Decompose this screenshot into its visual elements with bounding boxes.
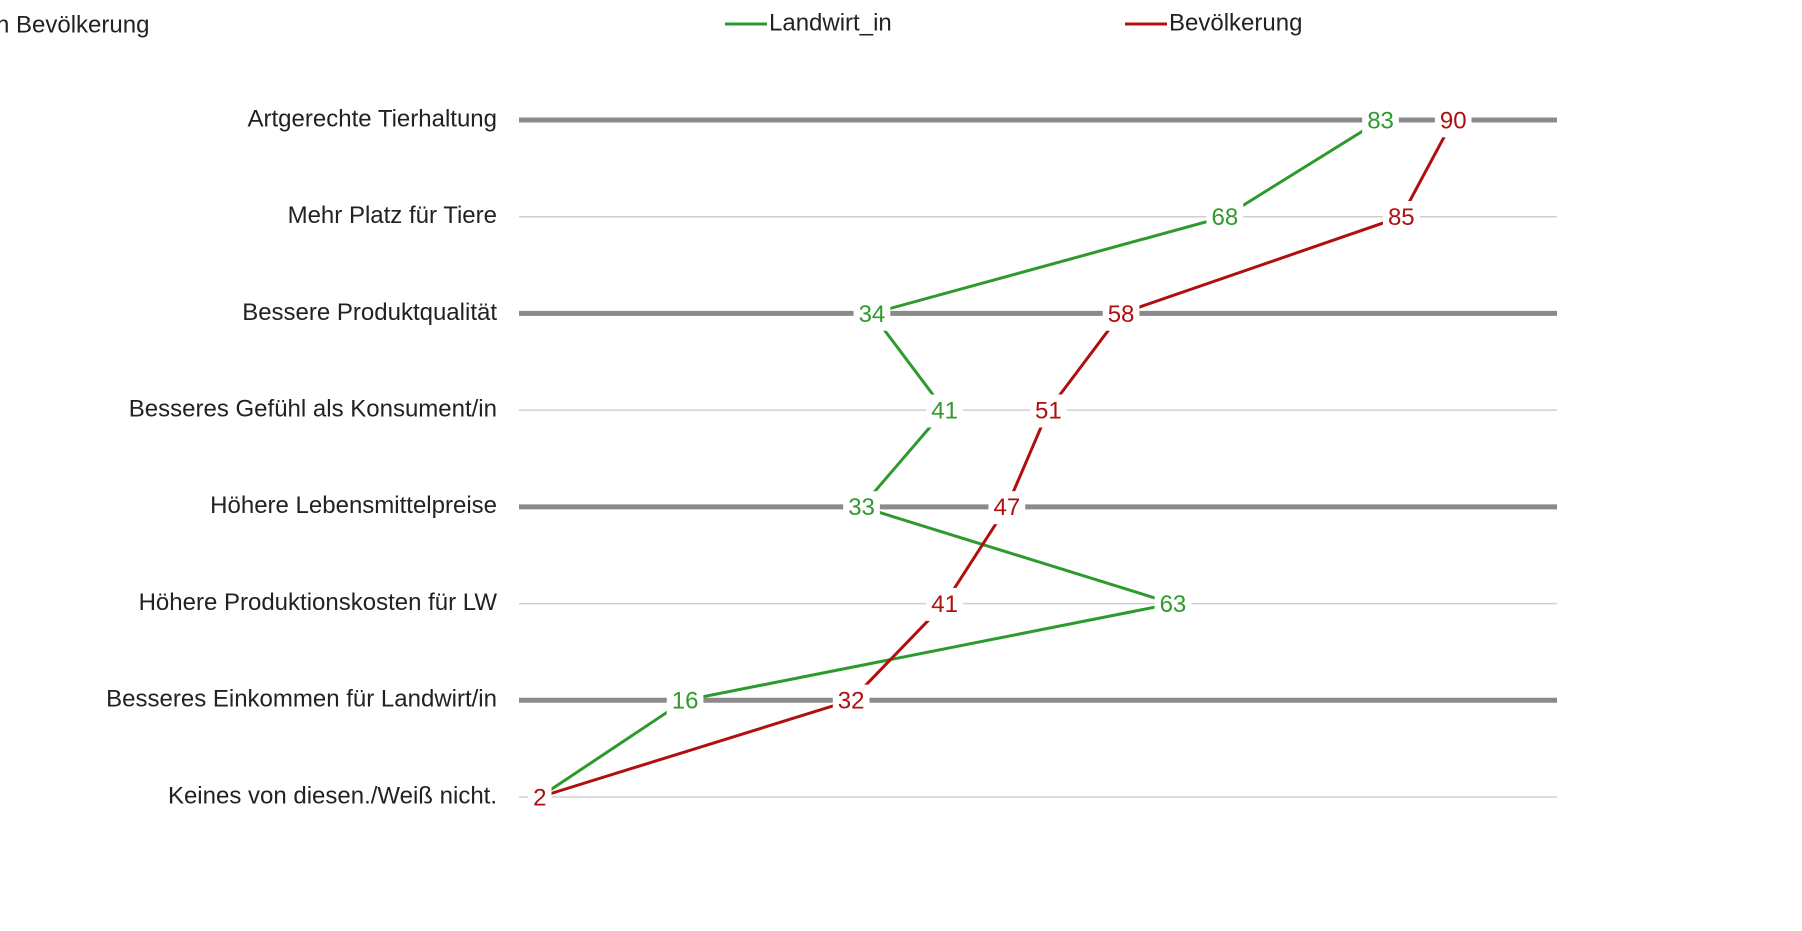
data-label-group: 83 — [1362, 104, 1399, 138]
data-label-group: 41 — [926, 587, 963, 621]
data-label: 33 — [848, 494, 875, 521]
data-label-bg — [832, 684, 870, 718]
data-label-bg — [1030, 394, 1067, 428]
data-label-bg — [843, 491, 880, 525]
data-label-bg — [1206, 201, 1244, 235]
data-label: 90 — [1440, 107, 1467, 134]
category-label: Höhere Lebensmittelpreise — [210, 492, 497, 519]
data-label-bg — [1102, 297, 1140, 331]
data-label-bg — [528, 781, 552, 815]
series-line — [538, 118, 1382, 799]
category-label: Besseres Gefühl als Konsument/in — [129, 395, 497, 422]
data-label: 41 — [931, 591, 958, 618]
data-label: 68 — [1211, 204, 1238, 231]
data-label-bg — [988, 491, 1026, 525]
legend-label: Landwirt_in — [769, 9, 892, 36]
data-label: 34 — [859, 301, 886, 328]
data-label-group: 68 — [1206, 201, 1244, 235]
data-label: 2 — [533, 784, 546, 811]
data-label-bg — [1382, 201, 1420, 235]
data-label-group: 51 — [1030, 394, 1067, 428]
data-label-group: 41 — [926, 394, 963, 428]
data-label: 83 — [1367, 107, 1394, 134]
data-label: 58 — [1108, 301, 1135, 328]
data-label-group: 63 — [1154, 587, 1192, 621]
data-label: 85 — [1388, 204, 1415, 231]
data-label-group: 47 — [988, 491, 1026, 525]
data-label-bg — [926, 394, 963, 428]
category-label: Besseres Einkommen für Landwirt/in — [106, 686, 497, 713]
chart-title: n Bevölkerung — [0, 11, 149, 38]
data-label-group: 58 — [1102, 297, 1140, 331]
data-label-group: 16 — [666, 684, 704, 718]
data-label: 41 — [931, 397, 958, 424]
data-label-bg — [666, 684, 704, 718]
data-label-bg — [853, 297, 891, 331]
data-label-bg — [926, 587, 963, 621]
category-label: Keines von diesen./Weiß nicht. — [168, 782, 497, 809]
legend-label: Bevölkerung — [1169, 9, 1302, 36]
category-label: Höhere Produktionskosten für LW — [139, 589, 498, 616]
data-label: 63 — [1160, 591, 1187, 618]
data-label-group: 34 — [853, 297, 891, 331]
category-label: Mehr Platz für Tiere — [288, 202, 497, 229]
data-label: 32 — [838, 688, 865, 715]
data-label: 51 — [1035, 397, 1062, 424]
category-label: Bessere Produktqualität — [242, 299, 497, 326]
data-label-bg — [1434, 104, 1472, 138]
data-label: 16 — [672, 688, 699, 715]
data-label-group: 33 — [843, 491, 880, 525]
category-label: Artgerechte Tierhaltung — [248, 105, 497, 132]
data-label-bg — [1154, 587, 1192, 621]
series-line — [539, 119, 1455, 799]
data-label-group: 85 — [1382, 201, 1420, 235]
data-label-group: 32 — [832, 684, 870, 718]
data-label-group: 2 — [528, 781, 552, 815]
data-label: 47 — [994, 494, 1021, 521]
data-label-bg — [1362, 104, 1399, 138]
data-label-group: 90 — [1434, 104, 1472, 138]
